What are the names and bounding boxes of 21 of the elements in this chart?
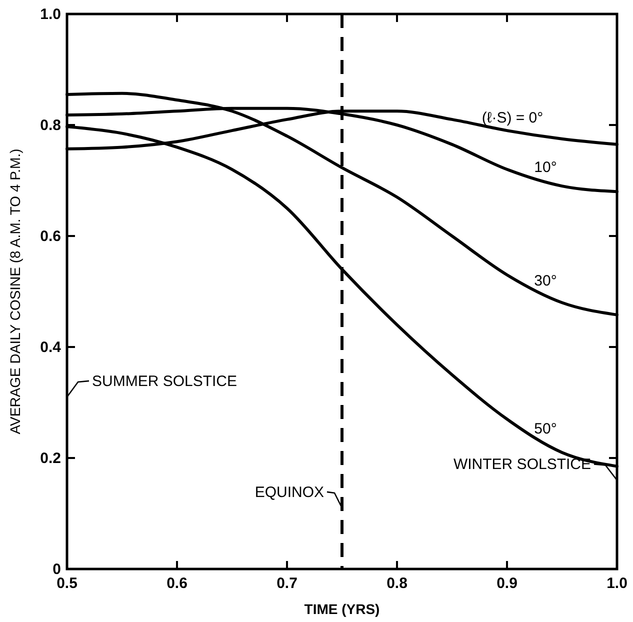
y-tick-label: 1.0 <box>40 6 61 23</box>
y-tick-label: 0.4 <box>40 339 62 356</box>
y-tick-label: 0.8 <box>40 117 61 134</box>
x-tick-label: 0.7 <box>276 575 298 592</box>
x-axis-title: TIME (YRS) <box>304 601 380 617</box>
x-tick-label: 0.5 <box>56 575 78 592</box>
series-label: (ℓ·S) = 0° <box>482 109 544 126</box>
series-label: 50° <box>534 420 557 438</box>
x-tick-label: 1.0 <box>606 575 628 592</box>
y-tick-label: 0.6 <box>40 228 61 245</box>
y-tick-label: 0.2 <box>40 450 61 467</box>
x-tick-label: 0.8 <box>386 575 408 592</box>
annotation: WINTER SOLSTICE <box>453 456 591 474</box>
annotation: SUMMER SOLSTICE <box>92 372 238 390</box>
x-tick-label: 0.6 <box>166 575 188 592</box>
annotation: EQUINOX <box>254 484 324 501</box>
series-label: 30° <box>534 272 557 290</box>
x-tick-label: 0.9 <box>496 575 518 592</box>
series-label: 10° <box>534 159 557 176</box>
y-axis-title: AVERAGE DAILY COSINE (8 A.M. TO 4 P.M.) <box>7 148 23 434</box>
y-tick-label: 0 <box>52 561 61 578</box>
